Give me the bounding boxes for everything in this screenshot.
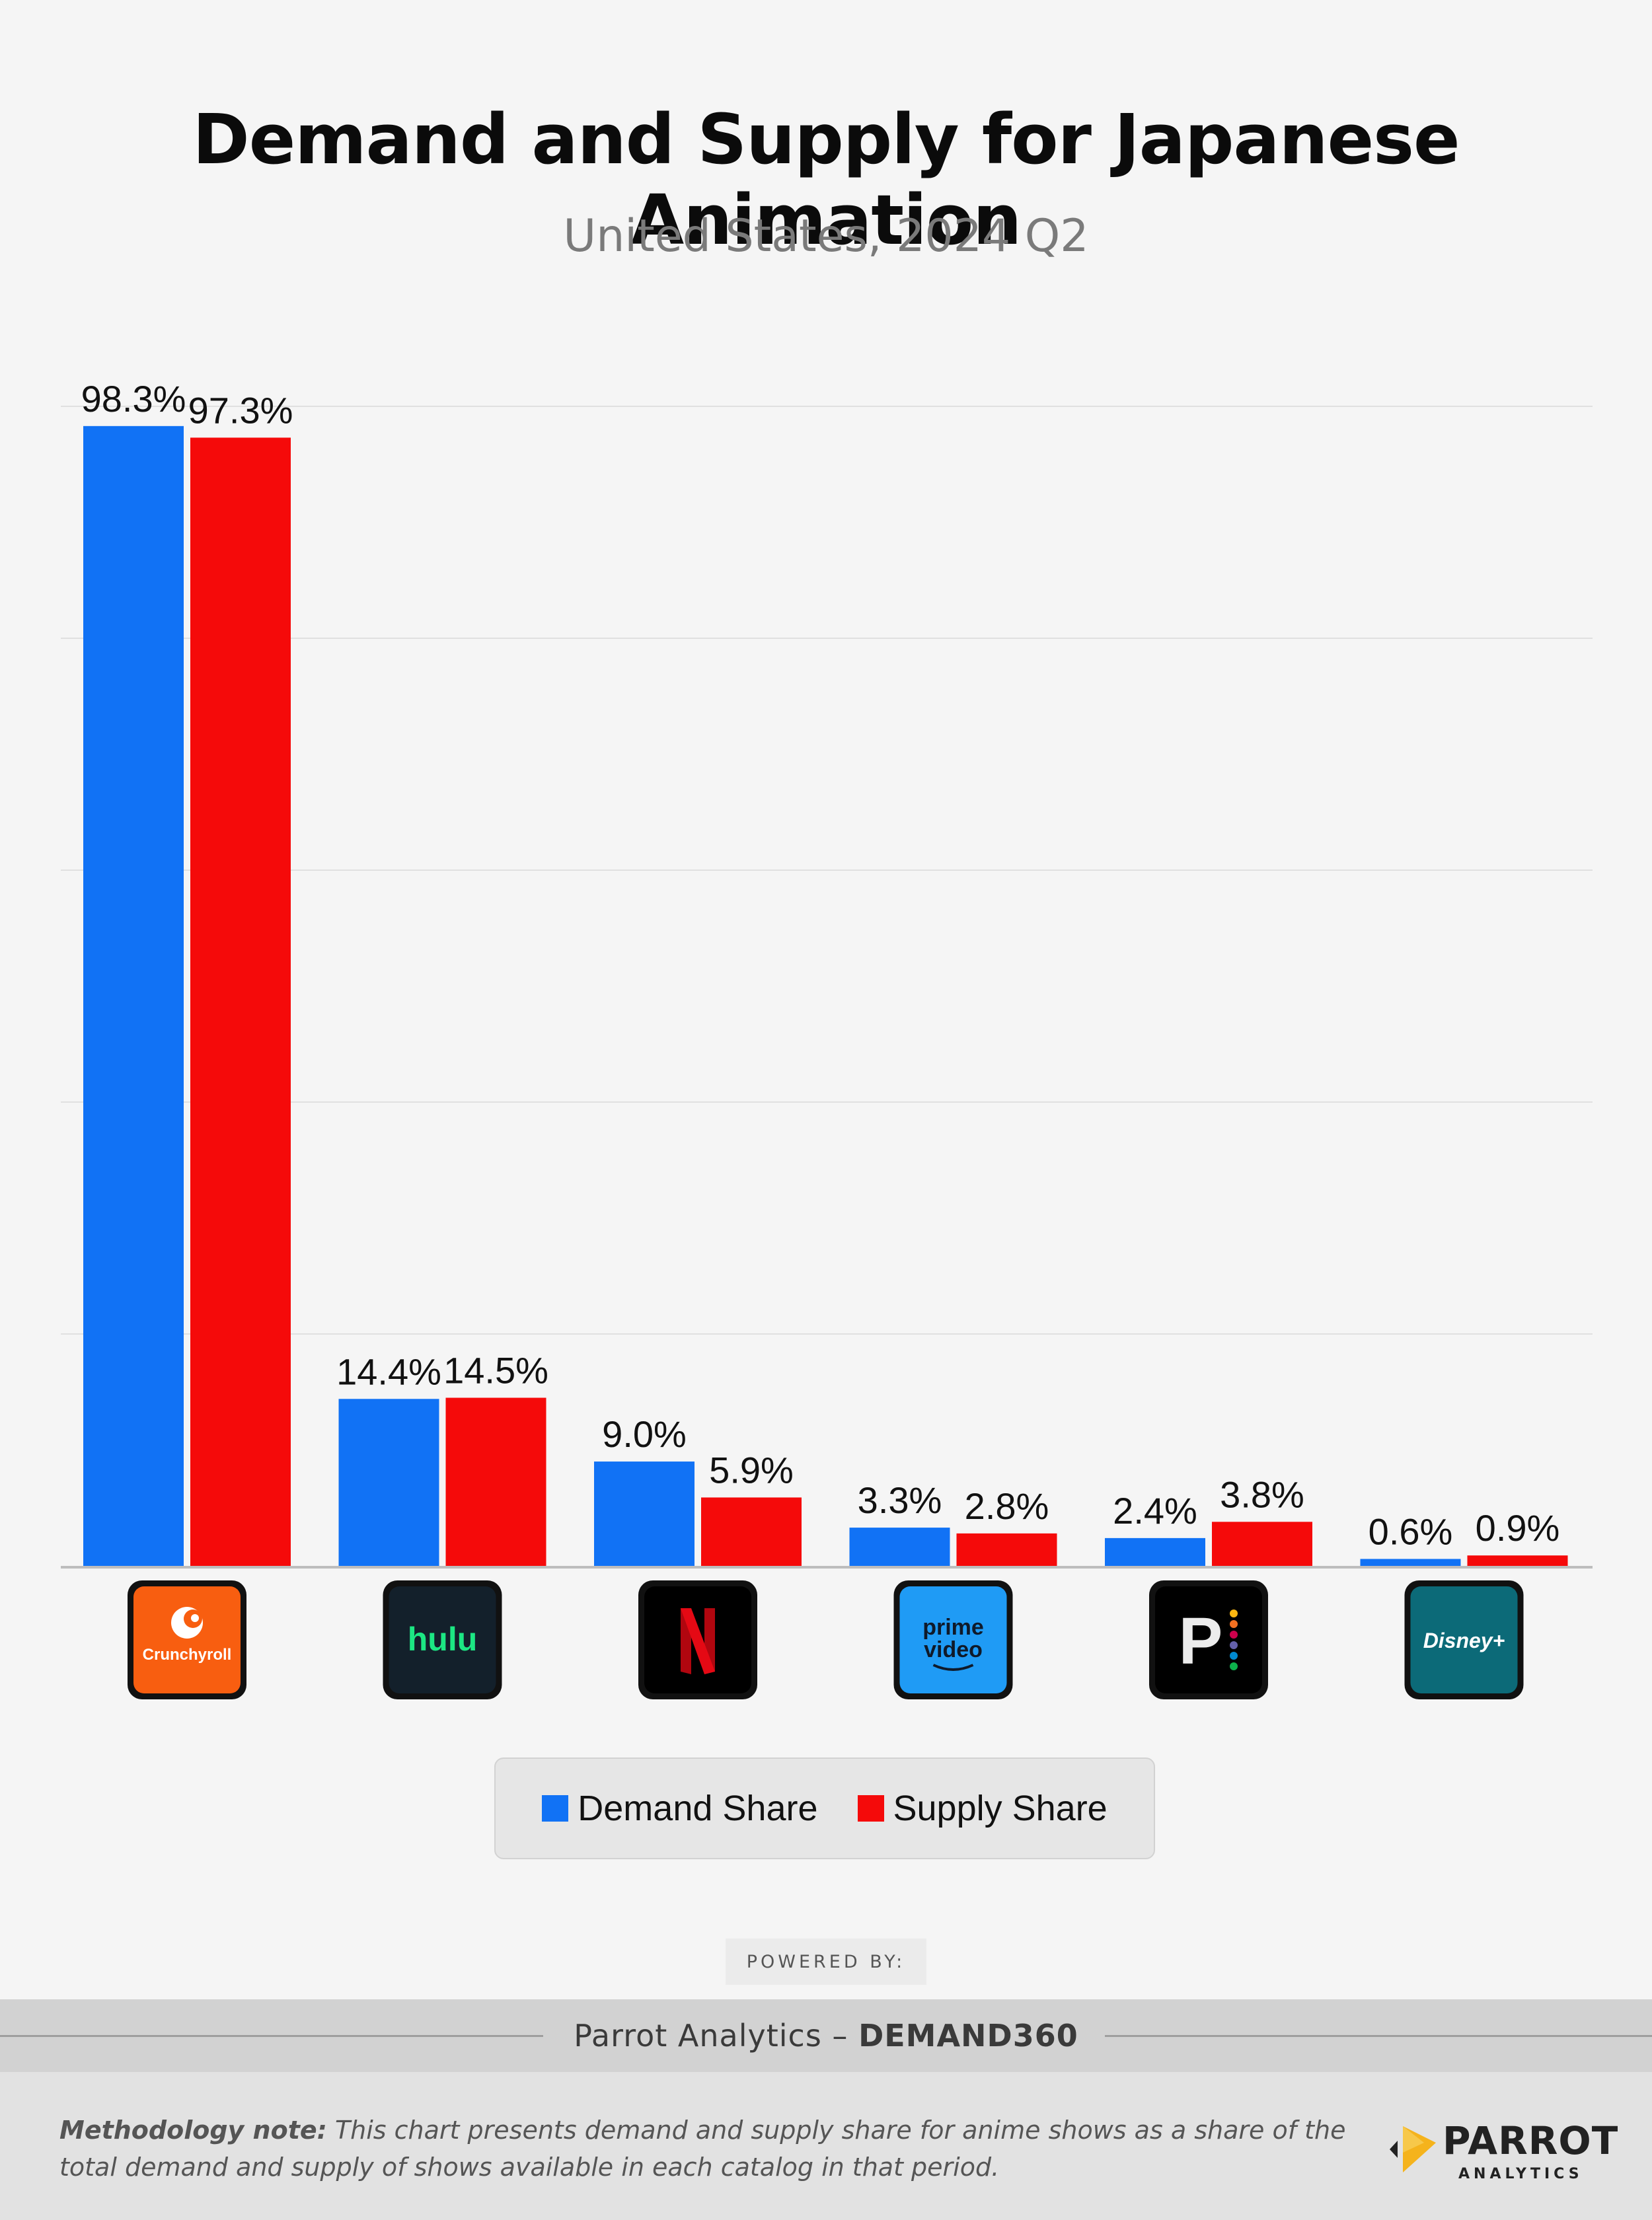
data-label-demand-3: 9.0% — [602, 1413, 687, 1455]
parrot-logo-icon — [1390, 2126, 1436, 2172]
data-label-supply-6: 0.9% — [1476, 1507, 1560, 1549]
source-divider-left — [0, 2035, 543, 2037]
svg-text:P: P — [1179, 1604, 1223, 1678]
parrot-analytics-logo: PARROT ANALYTICS — [1384, 2113, 1618, 2186]
legend-label-demand: Demand Share — [578, 1789, 818, 1828]
bar-supply-1 — [190, 437, 291, 1566]
bar-supply-2 — [445, 1397, 546, 1566]
data-label-supply-3: 5.9% — [709, 1449, 794, 1491]
legend-item-demand: Demand Share — [542, 1788, 818, 1829]
brand-sub: ANALYTICS — [1458, 2166, 1583, 2182]
legend-label-supply: Supply Share — [893, 1789, 1108, 1828]
legend-item-supply: Supply Share — [857, 1788, 1108, 1829]
legend: Demand Share Supply Share — [494, 1758, 1155, 1859]
peacock-logo-icon: P — [1149, 1580, 1268, 1699]
data-label-demand-2: 14.4% — [336, 1350, 441, 1392]
svg-text:hulu: hulu — [408, 1621, 478, 1658]
crunchyroll-logo-icon: Crunchyroll — [128, 1580, 246, 1699]
svg-text:prime: prime — [922, 1615, 984, 1640]
bar-chart: 98.3% 97.3% Crunchyroll 14.4% 14.5% hulu 9.0% 5… — [61, 378, 1593, 1699]
bar-demand-4 — [849, 1528, 950, 1566]
legend-swatch-demand — [542, 1795, 569, 1822]
legend-swatch-supply — [857, 1795, 884, 1822]
chart-title: Demand and Supply for Japanese Animation — [192, 99, 1460, 260]
brand-name: PARROT — [1443, 2118, 1619, 2163]
svg-text:Disney+: Disney+ — [1423, 1629, 1505, 1652]
source-divider-right — [1105, 2035, 1652, 2037]
source-bar: Parrot Analytics – DEMAND360 — [0, 1999, 1652, 2072]
methodology-note-label: Methodology note: — [59, 2116, 327, 2145]
svg-text:Crunchyroll: Crunchyroll — [143, 1646, 232, 1664]
bar-demand-6 — [1360, 1559, 1461, 1566]
data-label-demand-4: 3.3% — [858, 1479, 942, 1521]
chart-subtitle: United States, 2024 Q2 — [563, 210, 1089, 262]
bar-demand-1 — [83, 426, 184, 1567]
bar-supply-6 — [1467, 1555, 1568, 1566]
source-product: DEMAND360 — [858, 2018, 1078, 2054]
data-label-demand-5: 2.4% — [1113, 1490, 1197, 1532]
source-text: Parrot Analytics – DEMAND360 — [0, 2018, 1652, 2054]
bar-demand-3 — [594, 1462, 695, 1566]
powered-by-label: POWERED BY: — [726, 1939, 926, 1985]
netflix-logo-icon — [638, 1580, 757, 1699]
data-label-demand-6: 0.6% — [1369, 1510, 1453, 1552]
footer: Methodology note: This chart presents de… — [0, 2072, 1652, 2220]
data-label-supply-2: 14.5% — [443, 1350, 548, 1391]
bar-demand-2 — [338, 1399, 439, 1566]
bar-demand-5 — [1105, 1537, 1205, 1566]
hulu-logo-icon: hulu — [383, 1580, 502, 1699]
methodology-note-text: This chart presents demand and supply sh… — [59, 2116, 1346, 2182]
bar-supply-4 — [956, 1533, 1057, 1566]
data-label-supply-1: 97.3% — [188, 389, 293, 431]
bar-supply-5 — [1212, 1522, 1312, 1566]
methodology-note: Methodology note: This chart presents de… — [59, 2112, 1348, 2186]
data-label-supply-5: 3.8% — [1220, 1473, 1304, 1515]
data-label-demand-1: 98.3% — [81, 378, 186, 420]
source-name: Parrot Analytics — [574, 2018, 822, 2054]
bar-supply-3 — [701, 1497, 802, 1566]
svg-text:video: video — [924, 1637, 983, 1662]
data-label-supply-4: 2.8% — [965, 1485, 1049, 1527]
disney-plus-logo-icon: Disney+ — [1404, 1580, 1524, 1699]
source-separator: – — [821, 2018, 859, 2054]
